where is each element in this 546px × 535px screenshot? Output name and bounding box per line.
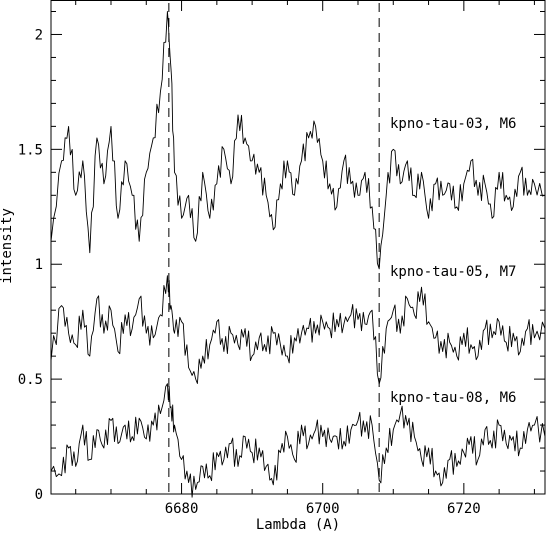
y-tick-label: 0 [35, 487, 43, 503]
series-labels: kpno-tau-03, M6 kpno-tau-05, M7 kpno-tau-0… [390, 116, 516, 406]
x-tick-label: 6720 [447, 501, 481, 517]
y-tick-label: 1.5 [18, 142, 43, 158]
y-tick-label: 0.5 [18, 372, 43, 388]
x-tick-label: 6700 [306, 501, 340, 517]
series-label: kpno-tau-08, M6 [390, 390, 516, 406]
plot-frame [50, 0, 546, 495]
plot-area: 0 0.5 1 1.5 2 6680 6700 6720 [18, 0, 546, 517]
x-axis-label: Lambda (A) [256, 517, 340, 533]
y-tick-label: 1 [35, 257, 43, 273]
x-tick-label: 6680 [165, 501, 199, 517]
series-label: kpno-tau-03, M6 [390, 116, 516, 132]
y-axis-label: intensity [0, 208, 15, 284]
spectrum-line [50, 275, 546, 385]
y-tick-label: 2 [35, 27, 43, 43]
spectrum-line [50, 11, 546, 270]
series-label: kpno-tau-05, M7 [390, 264, 516, 280]
spectrum-line [50, 383, 546, 498]
